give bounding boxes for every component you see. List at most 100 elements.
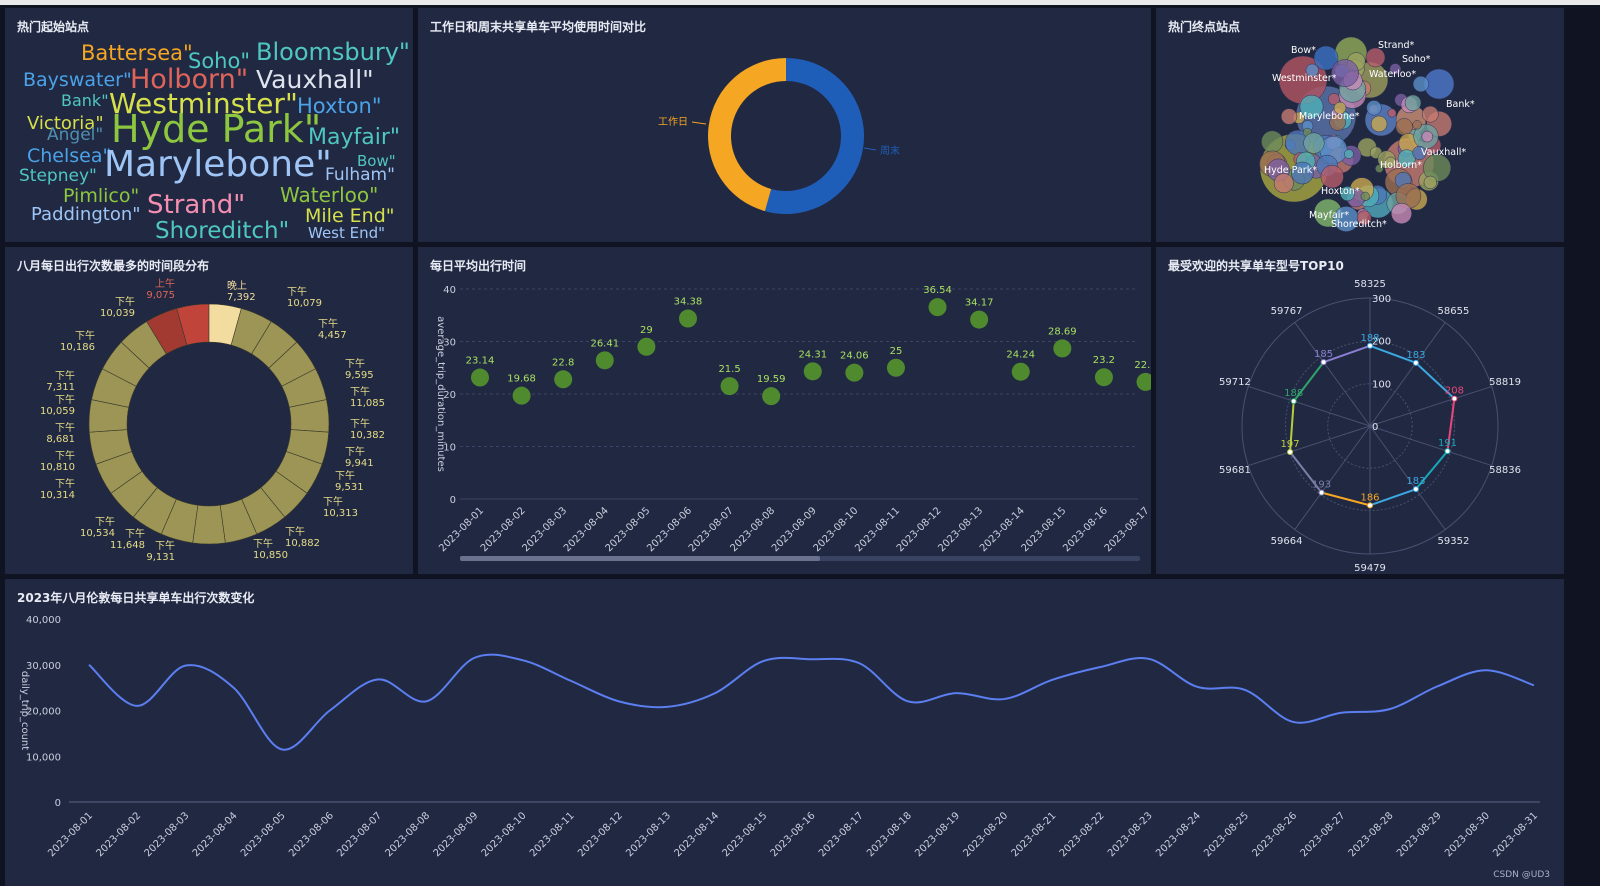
ring-label-name: 下午 bbox=[345, 357, 365, 370]
scatter-point bbox=[471, 368, 489, 387]
ring-label-value: 7,311 bbox=[46, 382, 75, 393]
radar-tick: 0 bbox=[1372, 422, 1378, 433]
watermark: CSDN @UD3 bbox=[1493, 870, 1550, 880]
word-cloud-word: West End" bbox=[308, 224, 385, 242]
scatter-point bbox=[554, 370, 573, 389]
bubble bbox=[1370, 115, 1388, 133]
ring-label-value: 11,648 bbox=[110, 540, 145, 551]
x-tick: 2023-08-01 bbox=[46, 810, 95, 859]
radar-tick: 200 bbox=[1372, 337, 1391, 348]
x-tick: 2023-08-05 bbox=[239, 810, 288, 859]
word-cloud-word: Hoxton" bbox=[297, 94, 381, 118]
radar-edge bbox=[1321, 491, 1371, 507]
bubble bbox=[1423, 175, 1437, 190]
x-tick: 2023-08-20 bbox=[961, 810, 1010, 859]
bubble bbox=[1387, 108, 1397, 118]
data-label: 34.38 bbox=[674, 297, 703, 308]
radar-point bbox=[1444, 448, 1451, 455]
bubble bbox=[1423, 153, 1452, 182]
bubble-label: Soho* bbox=[1402, 54, 1431, 65]
ring-label-value: 10,382 bbox=[350, 430, 385, 441]
scatter-point bbox=[928, 298, 947, 317]
bubble-label: Mayfair* bbox=[1309, 210, 1349, 221]
radar-indicator: 58655 bbox=[1438, 306, 1470, 317]
x-tick: 2023-08-11 bbox=[528, 810, 577, 859]
word-cloud-word: Chelsea" bbox=[27, 145, 111, 167]
word-cloud-word: Bank" bbox=[61, 91, 109, 110]
word-cloud-word: Mile End" bbox=[305, 205, 395, 227]
bubble bbox=[1356, 210, 1372, 226]
word-cloud-word: Holborn" bbox=[130, 64, 248, 95]
panel-title: 2023年八月伦敦每日共享单车出行次数变化 bbox=[17, 591, 255, 605]
word-cloud-word: Shoreditch" bbox=[155, 218, 289, 242]
ring-label-name: 下午 bbox=[318, 317, 338, 330]
ring-slice bbox=[146, 308, 188, 355]
word-cloud-word: Fulham" bbox=[325, 165, 395, 185]
radar-value: 185 bbox=[1314, 349, 1333, 360]
scatter-point bbox=[1094, 368, 1113, 387]
radar-value: 183 bbox=[1406, 350, 1425, 361]
ring-label-name: 下午 bbox=[75, 329, 95, 342]
bubble-chart: Strand* Bow* Soho* Westminster* Waterloo* Ban… bbox=[1259, 36, 1475, 232]
data-label: 23.14 bbox=[466, 356, 495, 367]
radar-axis bbox=[1294, 425, 1371, 530]
ring-label-name: 下午 bbox=[55, 393, 75, 406]
data-label: 22.8 bbox=[552, 357, 574, 368]
ring-label-name: 下午 bbox=[350, 417, 370, 430]
ring-label-value: 10,850 bbox=[253, 550, 288, 561]
ring-label-value: 7,392 bbox=[227, 292, 256, 303]
bubble bbox=[1421, 105, 1439, 123]
donut-slice bbox=[764, 58, 865, 214]
radar-point bbox=[1412, 359, 1419, 366]
radar-edge bbox=[1369, 488, 1417, 507]
radar-tick: 300 bbox=[1372, 294, 1391, 305]
bubble bbox=[1412, 120, 1422, 130]
x-tick: 2023-08-28 bbox=[1347, 810, 1396, 859]
y-tick: 30 bbox=[443, 338, 456, 349]
bubble bbox=[1385, 156, 1397, 168]
scatter-point bbox=[803, 362, 822, 381]
bubble-label: Shoreditch* bbox=[1331, 219, 1387, 230]
data-label: 23.2 bbox=[1093, 355, 1115, 366]
ring-label-name: 下午 bbox=[55, 449, 75, 462]
radar-value: 197 bbox=[1281, 439, 1300, 450]
radar-edge bbox=[1415, 362, 1456, 400]
radar-indicator: 58836 bbox=[1489, 465, 1521, 476]
x-tick: 2023-08-27 bbox=[1299, 810, 1348, 859]
ring-label-name: 晚上 bbox=[227, 280, 247, 292]
ring-label-value: 10,314 bbox=[40, 490, 75, 501]
bubble bbox=[1391, 203, 1412, 224]
data-label: 24.06 bbox=[840, 351, 869, 362]
bubble-label: Hyde Park* bbox=[1264, 165, 1317, 176]
bubble-label: Holborn* bbox=[1380, 160, 1422, 171]
series-line bbox=[88, 653, 1535, 751]
radar-indicator: 59479 bbox=[1354, 563, 1386, 574]
bubble-label: Bow* bbox=[1291, 45, 1316, 56]
radar-edge bbox=[1323, 344, 1371, 364]
y-tick: 20 bbox=[443, 390, 456, 401]
word-cloud-word: Strand" bbox=[147, 190, 245, 220]
radar-panel: 最受欢迎的共享单车型号TOP10 58325 58655 58819 58836 593… bbox=[1156, 247, 1564, 574]
radar-value: 188 bbox=[1284, 388, 1303, 399]
word-cloud-word: Vauxhall" bbox=[256, 65, 374, 94]
ring-label-value: 10,882 bbox=[285, 538, 320, 549]
x-tick: 2023-08-24 bbox=[1154, 810, 1203, 859]
ring-label-value: 9,941 bbox=[345, 458, 374, 469]
radar-ring bbox=[1327, 383, 1413, 469]
scatter-point bbox=[970, 310, 989, 329]
scatter-point bbox=[886, 358, 905, 377]
scatter-point bbox=[678, 309, 697, 328]
scatter-point bbox=[762, 387, 781, 406]
x-tick: 2023-08-31 bbox=[1491, 810, 1540, 859]
word-cloud-word: Soho" bbox=[188, 49, 250, 73]
data-label: 34.17 bbox=[965, 298, 994, 309]
radar-edge bbox=[1446, 398, 1456, 452]
x-tick: 2023-08-09 bbox=[432, 810, 481, 859]
radar-edge bbox=[1369, 344, 1417, 364]
bubble bbox=[1389, 63, 1402, 75]
ring-slice bbox=[192, 504, 226, 545]
radar-axis bbox=[1248, 425, 1371, 467]
radar-edge bbox=[1289, 401, 1295, 453]
bubble bbox=[1320, 165, 1344, 189]
y-tick: 30,000 bbox=[26, 661, 61, 672]
